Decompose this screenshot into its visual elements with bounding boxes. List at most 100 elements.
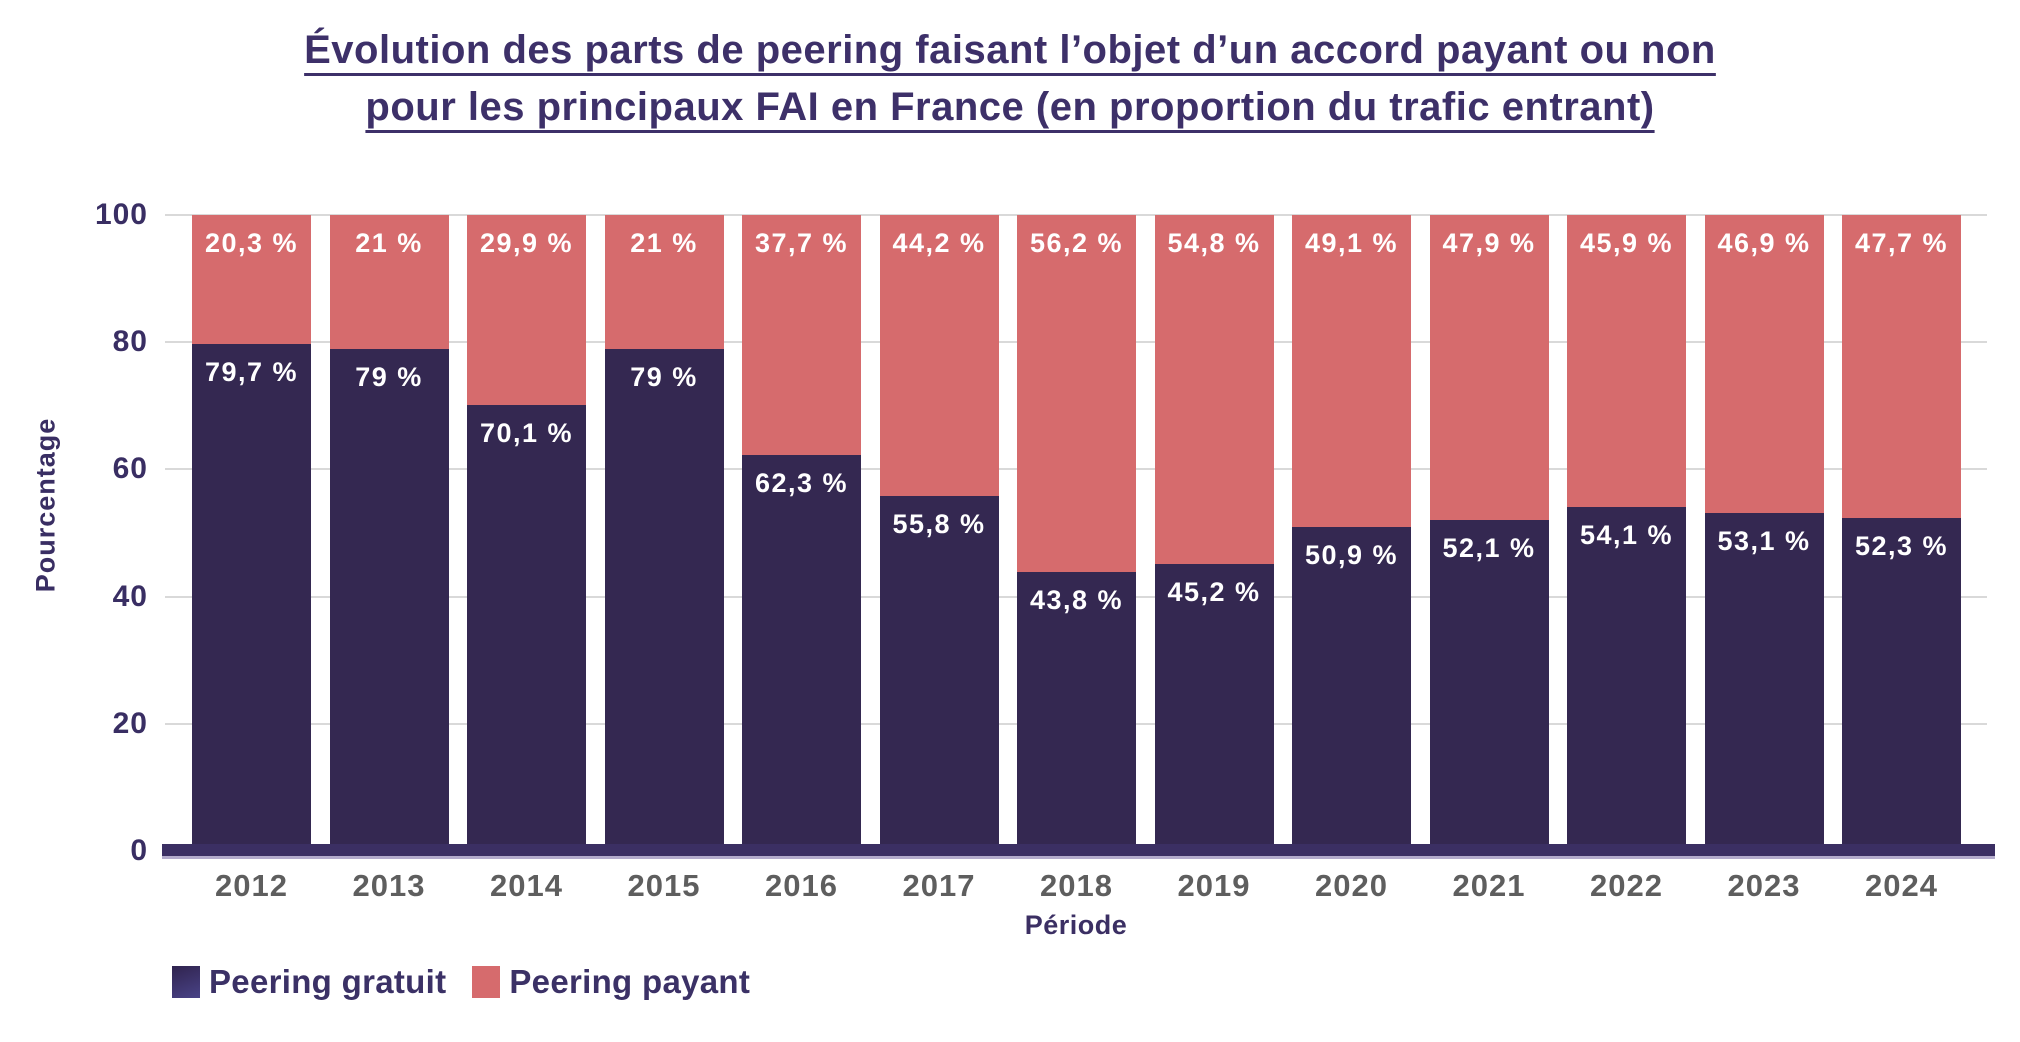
x-tick-2021: 2021 bbox=[1452, 868, 1526, 903]
bar-segment-payant-2014: 29,9 % bbox=[467, 215, 586, 406]
x-tick-2015: 2015 bbox=[627, 868, 701, 903]
bar-segment-payant-2022: 45,9 % bbox=[1567, 215, 1686, 507]
legend: Peering gratuit Peering payant bbox=[172, 963, 750, 1001]
segment-value-payant-2017: 44,2 % bbox=[892, 228, 986, 258]
bar-2017: 44,2 % 55,8 % bbox=[879, 215, 999, 851]
x-tick-2016: 2016 bbox=[765, 868, 838, 903]
y-tick-40: 40 bbox=[112, 579, 148, 613]
bar-2019: 54,8 % 45,2 % bbox=[1154, 215, 1274, 851]
y-tick-100: 100 bbox=[94, 198, 148, 231]
segment-value-gratuit-2013: 79 % bbox=[355, 361, 423, 392]
bar-segment-gratuit-2021: 52,1 % bbox=[1429, 519, 1549, 851]
legend-swatch-payant-icon bbox=[472, 966, 501, 998]
bar-2022: 45,9 % 54,1 % bbox=[1567, 215, 1686, 851]
segment-value-gratuit-2016: 62,3 % bbox=[754, 467, 849, 498]
x-tick-2022: 2022 bbox=[1590, 868, 1663, 903]
x-tick-2024: 2024 bbox=[1865, 868, 1938, 903]
y-tick-0: 0 bbox=[130, 834, 148, 867]
x-tick-2019: 2019 bbox=[1177, 868, 1251, 903]
segment-value-payant-2012: 20,3 % bbox=[204, 228, 299, 258]
bar-segment-payant-2016: 37,7 % bbox=[742, 215, 861, 455]
x-axis-ticks: 2012 2013 2014 2015 2016 2017 2018 2019 2020 2021… bbox=[165, 868, 1987, 904]
bar-2015: 21 % 79 % bbox=[604, 215, 724, 851]
x-tick-2012: 2012 bbox=[215, 868, 288, 903]
x-tick-2023: 2023 bbox=[1727, 868, 1801, 903]
segment-value-gratuit-2012: 79,7 % bbox=[204, 357, 299, 388]
bar-segment-gratuit-2012: 79,7 % bbox=[192, 344, 311, 851]
x-axis-label: Période bbox=[1024, 910, 1128, 940]
bar-segment-gratuit-2019: 45,2 % bbox=[1154, 563, 1274, 851]
legend-label-gratuit: Peering gratuit bbox=[209, 963, 447, 1000]
x-axis-line-shadow bbox=[162, 856, 1995, 859]
segment-value-payant-2015: 21 % bbox=[630, 228, 698, 258]
segment-value-payant-2024: 47,7 % bbox=[1854, 228, 1949, 258]
bar-segment-gratuit-2017: 55,8 % bbox=[879, 496, 999, 851]
bar-2014: 29,9 % 70,1 % bbox=[467, 215, 586, 851]
segment-value-payant-2023: 46,9 % bbox=[1717, 228, 1811, 258]
segment-value-payant-2022: 45,9 % bbox=[1579, 228, 1674, 258]
segment-value-gratuit-2017: 55,8 % bbox=[892, 509, 986, 540]
y-axis-ticks: 0 20 40 60 80 100 bbox=[0, 0, 148, 1042]
bar-segment-payant-2021: 47,9 % bbox=[1429, 215, 1549, 520]
bar-2018: 56,2 % 43,8 % bbox=[1017, 215, 1136, 851]
segment-value-payant-2014: 29,9 % bbox=[479, 228, 574, 258]
segment-value-payant-2013: 21 % bbox=[355, 228, 423, 258]
segment-value-payant-2020: 49,1 % bbox=[1304, 228, 1399, 258]
x-tick-2017: 2017 bbox=[902, 868, 976, 903]
bar-segment-payant-2019: 54,8 % bbox=[1154, 215, 1274, 564]
bar-segment-payant-2017: 44,2 % bbox=[879, 215, 999, 497]
bar-segment-gratuit-2022: 54,1 % bbox=[1567, 506, 1686, 851]
segment-value-gratuit-2022: 54,1 % bbox=[1579, 519, 1674, 550]
bar-2013: 21 % 79 % bbox=[329, 215, 449, 851]
y-tick-80: 80 bbox=[112, 325, 148, 359]
x-tick-2014: 2014 bbox=[490, 868, 563, 903]
bar-segment-gratuit-2013: 79 % bbox=[329, 348, 449, 851]
segment-value-gratuit-2014: 70,1 % bbox=[479, 418, 574, 449]
chart-title-line2: pour les principaux FAI en France (en pr… bbox=[365, 84, 1655, 129]
segment-value-gratuit-2023: 53,1 % bbox=[1717, 526, 1811, 557]
bar-segment-gratuit-2016: 62,3 % bbox=[742, 454, 861, 851]
bar-segment-payant-2023: 46,9 % bbox=[1704, 215, 1824, 514]
bar-segment-payant-2015: 21 % bbox=[604, 215, 724, 349]
bars-row: 20,3 % 79,7 % 21 % 79 % 29,9 % 70,1 % 21 % 79 %… bbox=[165, 215, 1987, 851]
y-tick-20: 20 bbox=[112, 706, 148, 740]
segment-value-payant-2019: 54,8 % bbox=[1167, 228, 1261, 258]
bar-segment-payant-2012: 20,3 % bbox=[192, 215, 311, 345]
bar-segment-gratuit-2014: 70,1 % bbox=[467, 405, 586, 851]
legend-entry-payant: Peering payant bbox=[472, 963, 750, 1001]
segment-value-gratuit-2020: 50,9 % bbox=[1304, 540, 1399, 571]
segment-value-payant-2021: 47,9 % bbox=[1442, 228, 1536, 258]
x-axis-line bbox=[162, 844, 1995, 856]
segment-value-payant-2018: 56,2 % bbox=[1029, 228, 1124, 258]
legend-label-payant: Peering payant bbox=[509, 963, 751, 1000]
bar-2016: 37,7 % 62,3 % bbox=[742, 215, 861, 851]
bar-segment-gratuit-2023: 53,1 % bbox=[1704, 513, 1824, 851]
bar-segment-gratuit-2024: 52,3 % bbox=[1842, 518, 1961, 851]
segment-value-gratuit-2018: 43,8 % bbox=[1029, 585, 1124, 616]
segment-value-gratuit-2015: 79 % bbox=[630, 361, 698, 392]
y-tick-60: 60 bbox=[112, 452, 148, 486]
chart-title: Évolution des parts de peering faisant l… bbox=[0, 22, 2020, 136]
plot-area: 20,3 % 79,7 % 21 % 79 % 29,9 % 70,1 % 21 % 79 %… bbox=[162, 214, 1995, 859]
bar-segment-payant-2020: 49,1 % bbox=[1292, 215, 1411, 528]
legend-entry-gratuit: Peering gratuit bbox=[172, 963, 446, 1001]
bar-2021: 47,9 % 52,1 % bbox=[1429, 215, 1549, 851]
bar-segment-payant-2018: 56,2 % bbox=[1017, 215, 1136, 573]
bar-segment-payant-2013: 21 % bbox=[329, 215, 449, 349]
legend-swatch-gratuit-icon bbox=[172, 966, 200, 998]
segment-value-gratuit-2024: 52,3 % bbox=[1854, 531, 1949, 562]
chart-title-line1: Évolution des parts de peering faisant l… bbox=[304, 28, 1716, 72]
segment-value-payant-2016: 37,7 % bbox=[754, 228, 849, 258]
x-tick-2020: 2020 bbox=[1315, 868, 1388, 903]
segment-value-gratuit-2021: 52,1 % bbox=[1442, 532, 1536, 563]
x-tick-2018: 2018 bbox=[1040, 868, 1113, 903]
x-tick-2013: 2013 bbox=[352, 868, 426, 903]
bar-segment-gratuit-2018: 43,8 % bbox=[1017, 572, 1136, 851]
bar-segment-gratuit-2015: 79 % bbox=[604, 348, 724, 851]
bar-segment-gratuit-2020: 50,9 % bbox=[1292, 527, 1411, 851]
bar-2012: 20,3 % 79,7 % bbox=[192, 215, 311, 851]
segment-value-gratuit-2019: 45,2 % bbox=[1167, 576, 1261, 607]
bar-segment-payant-2024: 47,7 % bbox=[1842, 215, 1961, 519]
bar-2020: 49,1 % 50,9 % bbox=[1292, 215, 1411, 851]
